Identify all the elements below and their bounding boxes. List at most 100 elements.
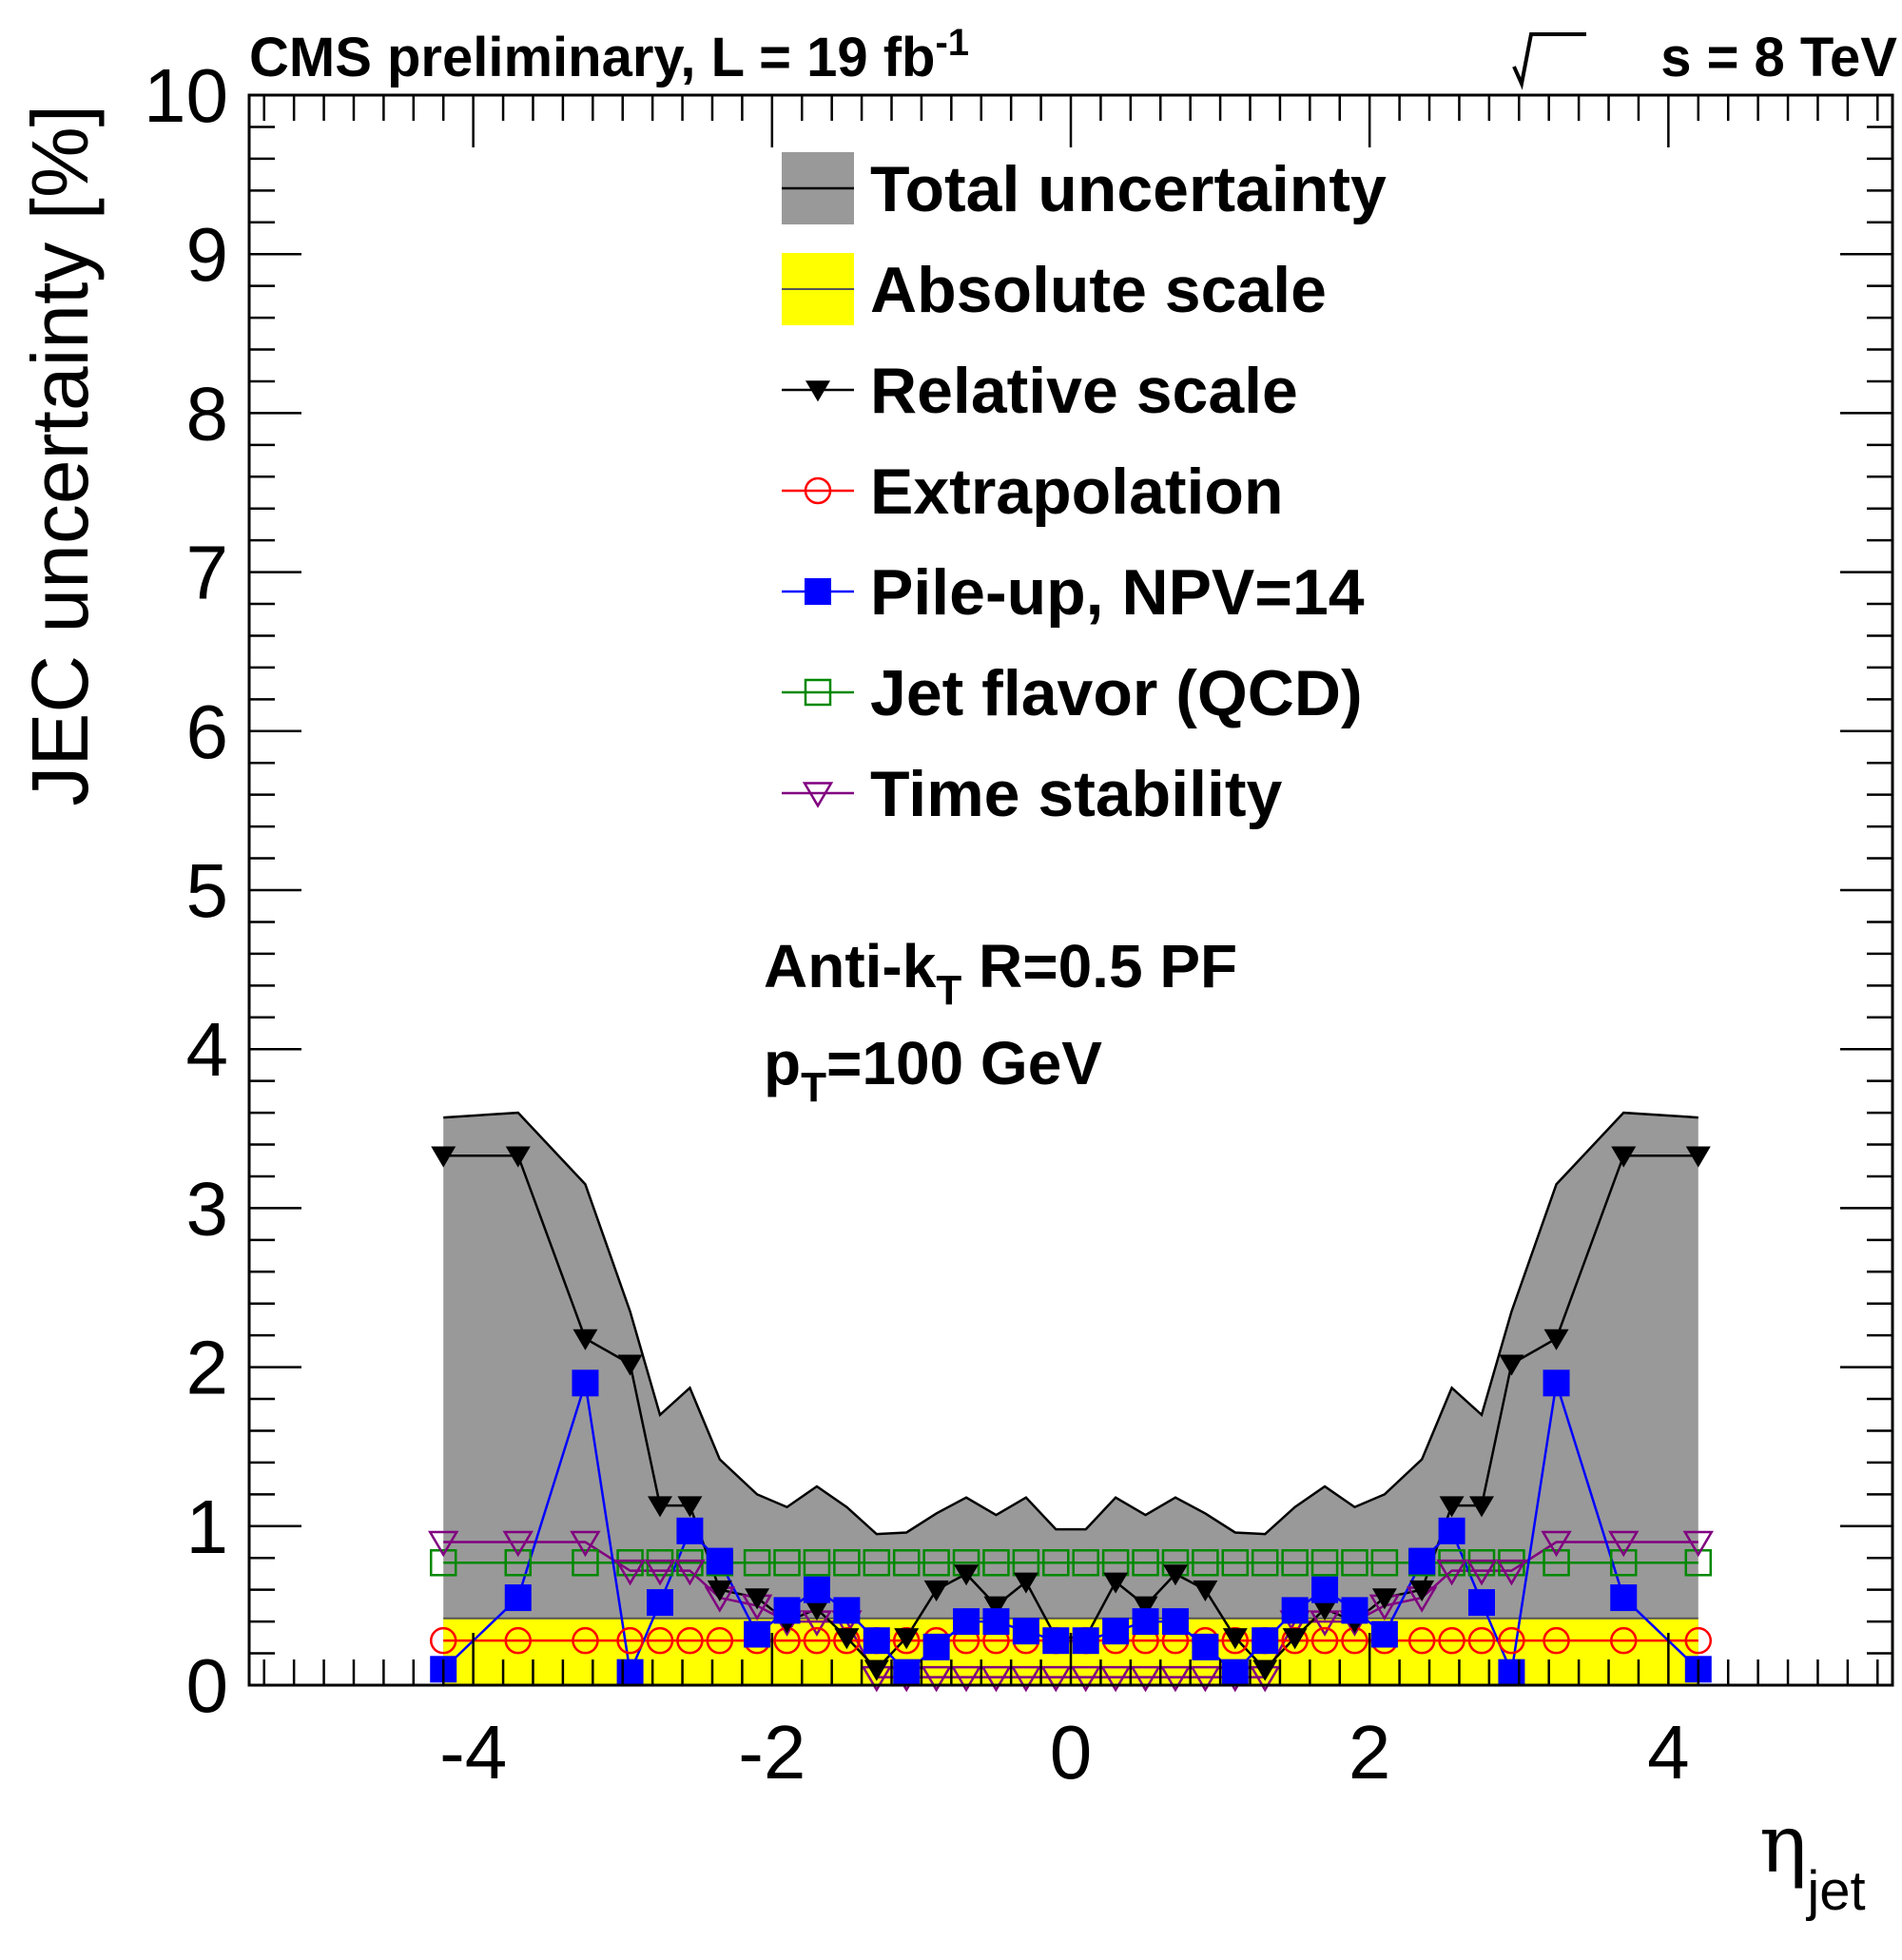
legend-item: Relative scale xyxy=(782,355,1298,427)
pileup-point xyxy=(1221,1659,1249,1686)
pileup-point xyxy=(706,1547,733,1575)
legend-item: Jet flavor (QCD) xyxy=(782,657,1363,729)
legend-marker xyxy=(805,578,831,605)
extrapolation-point xyxy=(1467,1626,1496,1655)
flavor-point xyxy=(1341,1549,1368,1577)
time-point xyxy=(1010,1665,1042,1693)
relative-point xyxy=(1162,1564,1188,1586)
annotation-line1: Anti-kT R=0.5 PF xyxy=(764,932,1237,1014)
extrapolation-point xyxy=(1684,1626,1713,1655)
pileup-point xyxy=(953,1608,980,1636)
pileup-point xyxy=(744,1620,771,1648)
pileup-point xyxy=(1341,1597,1368,1624)
time-point xyxy=(1159,1665,1192,1693)
y-tick-label: 5 xyxy=(186,848,229,933)
relative-point xyxy=(505,1146,531,1168)
time-point xyxy=(644,1559,676,1586)
extrapolation-point xyxy=(429,1626,457,1655)
extrapolation-point xyxy=(706,1626,734,1655)
time-point xyxy=(570,1530,601,1558)
band-layer xyxy=(443,1111,1698,1685)
relative-point xyxy=(983,1596,1009,1618)
annotation-pt-value: =100 GeV xyxy=(826,1029,1102,1097)
time-point xyxy=(950,1665,982,1693)
time-point xyxy=(428,1530,459,1558)
extrapolation-point xyxy=(504,1626,533,1655)
flavor-point xyxy=(922,1549,950,1577)
y-tick-label: 2 xyxy=(186,1326,229,1410)
y-tick-label: 3 xyxy=(186,1166,229,1251)
flavor-point xyxy=(429,1549,457,1577)
x-axis-title: ηjet xyxy=(1759,1797,1866,1922)
relative-point xyxy=(677,1496,703,1518)
pileup-point xyxy=(1498,1659,1525,1686)
time-point xyxy=(1130,1665,1161,1693)
pileup-point xyxy=(676,1517,704,1544)
pileup-point xyxy=(1438,1517,1465,1544)
relative-point xyxy=(573,1329,598,1350)
relative-point xyxy=(707,1580,732,1602)
flavor-point xyxy=(982,1549,1010,1577)
time-point xyxy=(1190,1665,1221,1693)
relative-point xyxy=(1409,1580,1435,1602)
relative-point xyxy=(1439,1496,1465,1518)
legend: Total uncertainty Absolute scale Relative … xyxy=(782,152,1387,830)
y-tick-label: 1 xyxy=(186,1485,229,1569)
flavor-point xyxy=(833,1549,861,1577)
sqrt-sign xyxy=(1512,32,1586,90)
annotation-anti-k: Anti-k xyxy=(764,932,937,1000)
legend-item: Absolute scale xyxy=(782,253,1327,326)
extrapolation-point xyxy=(1438,1626,1465,1655)
pileup-point xyxy=(1370,1620,1398,1648)
relative-point xyxy=(1312,1599,1338,1621)
relative-point xyxy=(745,1588,770,1610)
legend-label: Extrapolation xyxy=(870,456,1284,528)
annotation-pt-sub: T xyxy=(801,1064,826,1111)
time-point xyxy=(980,1665,1012,1693)
time-point xyxy=(1496,1559,1527,1586)
pileup-point xyxy=(1072,1627,1099,1655)
time-point xyxy=(1436,1559,1467,1586)
relative-point xyxy=(1543,1329,1569,1350)
y-axis-title: JEC uncertainty [%] xyxy=(15,105,105,806)
pileup-point xyxy=(863,1627,890,1655)
pileup-point xyxy=(616,1659,644,1686)
x-tick-label: 2 xyxy=(1349,1710,1391,1795)
relative-point xyxy=(1252,1659,1278,1681)
flavor-point xyxy=(743,1549,771,1577)
flavor-point xyxy=(1310,1549,1339,1577)
time-point xyxy=(921,1665,952,1693)
y-tick-label: 4 xyxy=(186,1007,229,1092)
relative-point xyxy=(617,1354,643,1376)
relative-point xyxy=(1193,1580,1218,1602)
time-point xyxy=(674,1559,706,1586)
pileup-point xyxy=(1468,1589,1495,1617)
relative-point xyxy=(1371,1588,1397,1610)
pileup-point xyxy=(1042,1627,1070,1655)
pileup-point xyxy=(1281,1597,1309,1624)
flavor-point xyxy=(863,1549,891,1577)
flavor-point xyxy=(1543,1549,1570,1577)
pileup-point xyxy=(1102,1618,1130,1645)
legend-label: Relative scale xyxy=(870,355,1298,427)
relative-point xyxy=(834,1628,860,1650)
flavor-point xyxy=(1192,1549,1219,1577)
pileup-point xyxy=(572,1369,599,1397)
axis-ticks xyxy=(249,93,1892,1687)
legend-label: Jet flavor (QCD) xyxy=(870,657,1363,729)
y-tick-label: 6 xyxy=(186,689,229,774)
time-point xyxy=(1541,1530,1572,1558)
flavor-point xyxy=(504,1549,533,1577)
time-point xyxy=(502,1530,534,1558)
legend-label: Absolute scale xyxy=(870,254,1327,326)
y-tick-label: 9 xyxy=(186,212,229,297)
total-uncertainty-line xyxy=(443,1111,1698,1536)
x-tick-label: 0 xyxy=(1050,1710,1093,1795)
flavor-point xyxy=(1221,1549,1250,1577)
legend-marker xyxy=(805,380,830,402)
relative-point xyxy=(894,1628,920,1650)
x-tick-label: -4 xyxy=(439,1710,507,1795)
header-left-sup: -1 xyxy=(935,22,969,64)
relative-point xyxy=(431,1146,456,1168)
extrapolation-point xyxy=(1543,1626,1570,1655)
